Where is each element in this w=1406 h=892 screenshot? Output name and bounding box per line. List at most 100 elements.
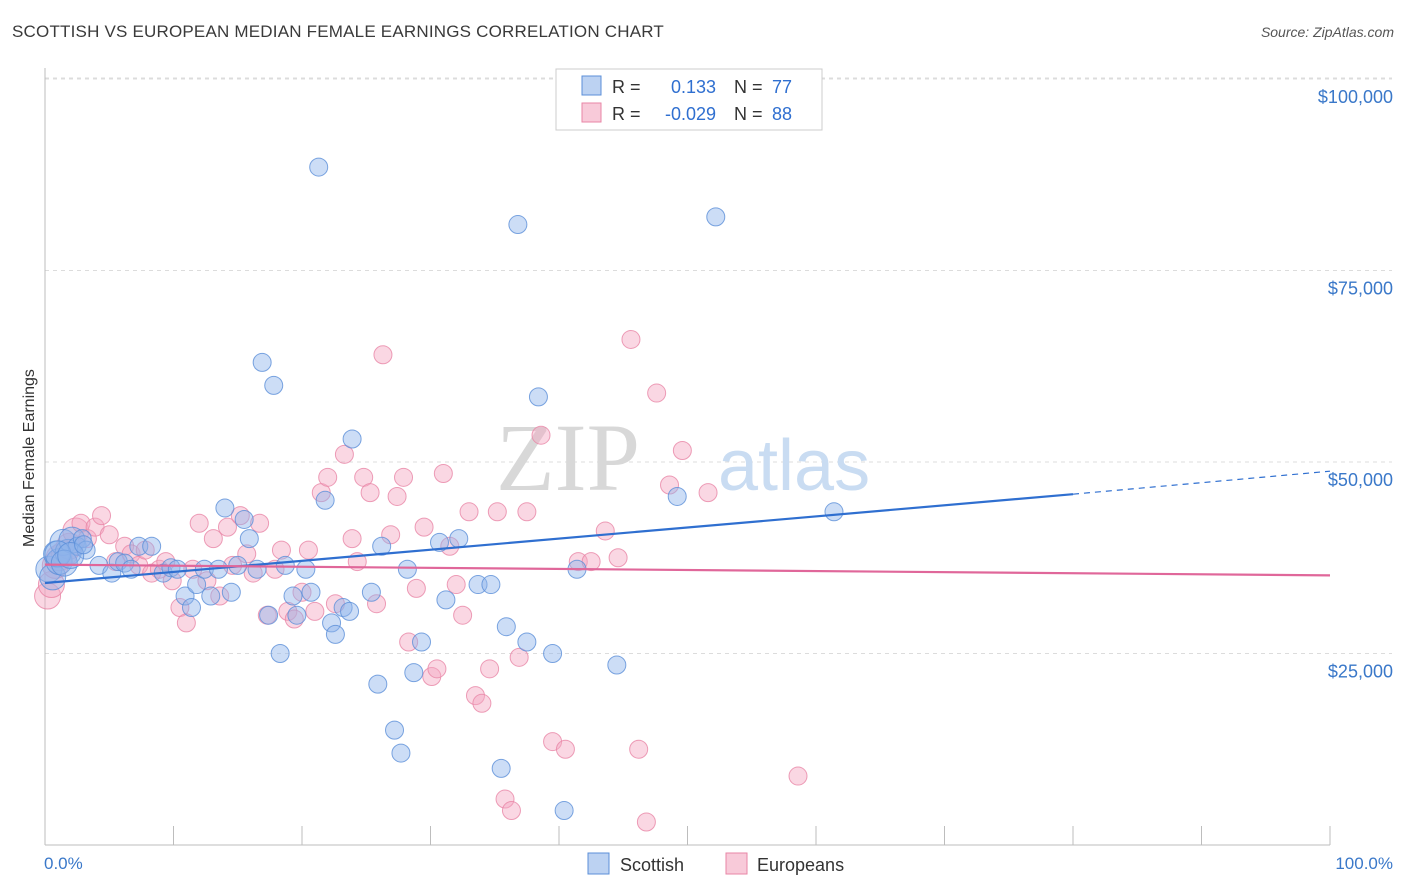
- europeans-point-60: [433, 463, 453, 483]
- scottish-point-8: [72, 529, 92, 549]
- legend-n-value-europeans: 88: [772, 104, 792, 124]
- scottish-point-66: [543, 644, 563, 663]
- y-tick-label-2: $75,000: [1328, 279, 1393, 299]
- europeans-point-54: [394, 467, 414, 487]
- scottish-point-24: [201, 586, 221, 606]
- scottish-point-53: [397, 559, 417, 579]
- europeans-point-26: [203, 529, 223, 549]
- scottish-point-27: [221, 582, 241, 602]
- europeans-point-66: [472, 693, 492, 713]
- europeans-point-87: [788, 766, 808, 786]
- y-tick-label-3: $100,000: [1318, 87, 1393, 107]
- trend-lines: [44, 470, 1331, 585]
- europeans-point-45: [334, 444, 354, 464]
- europeans-point-81: [629, 739, 649, 759]
- scottish-point-34: [264, 375, 284, 395]
- bottom-legend-label-scottish: Scottish: [620, 855, 684, 875]
- legend-swatch-europeans: [581, 102, 602, 123]
- europeans-point-25: [197, 571, 217, 591]
- scottish-point-60: [481, 575, 501, 595]
- scottish-point-55: [412, 632, 432, 652]
- scottish-point-50: [372, 536, 392, 556]
- europeans-points: [34, 329, 808, 832]
- europeans-point-83: [647, 383, 667, 403]
- scottish-point-54: [404, 663, 424, 683]
- scottish-point-26: [215, 498, 235, 518]
- europeans-point-57: [414, 517, 434, 537]
- scottish-point-32: [252, 352, 272, 372]
- legend-n-label-europeans: N =: [734, 104, 763, 124]
- europeans-point-28: [217, 517, 237, 537]
- bottom-legend-swatch-scottish: [587, 852, 610, 875]
- europeans-point-84: [660, 475, 680, 495]
- europeans-point-82: [636, 812, 656, 832]
- europeans-point-67: [480, 659, 500, 679]
- watermark-zip: ZIP: [496, 404, 640, 511]
- legend-swatch-scottish: [581, 75, 602, 96]
- scottish-point-71: [706, 207, 726, 227]
- scottish-points: [35, 157, 844, 821]
- scottish-point-64: [517, 632, 537, 652]
- correlation-legend: R = 0.133 N = 77 R = -0.029 N = 88: [555, 68, 823, 131]
- scottish-point-21: [181, 598, 201, 618]
- europeans-point-40: [298, 540, 318, 560]
- legend-r-label-scottish: R =: [612, 77, 641, 97]
- europeans-point-10: [92, 506, 112, 526]
- legend-r-value-scottish: 0.133: [671, 77, 716, 97]
- y-tick-label-1: $50,000: [1328, 470, 1393, 490]
- scottish-point-31: [247, 559, 267, 579]
- europeans-point-80: [621, 329, 641, 349]
- y-tick-label-0: $25,000: [1328, 662, 1393, 682]
- europeans-point-50: [367, 594, 387, 614]
- scottish-point-76: [74, 535, 94, 555]
- scottish-point-72: [824, 502, 844, 522]
- scottish-point-40: [301, 582, 321, 602]
- scottish-point-67: [554, 801, 574, 821]
- scottish-point-49: [368, 674, 388, 694]
- europeans-point-79: [608, 548, 628, 568]
- scottish-point-30: [239, 529, 259, 549]
- europeans-point-33: [250, 513, 270, 533]
- tick-labels: $25,000 $50,000 $75,000 $100,000 0.0% 100.0%: [44, 87, 1393, 873]
- watermark-atlas: atlas: [718, 426, 870, 506]
- europeans-point-30: [230, 506, 250, 526]
- scottish-point-42: [315, 490, 335, 510]
- scottish-point-16: [142, 536, 162, 556]
- scottish-point-9: [76, 540, 96, 560]
- scottish-point-51: [385, 720, 405, 740]
- europeans-point-78: [595, 521, 615, 541]
- europeans-point-51: [373, 345, 393, 365]
- axes: [44, 68, 1331, 846]
- scottish-point-35: [270, 644, 290, 663]
- scottish-point-57: [436, 590, 456, 610]
- legend-r-value-europeans: -0.029: [665, 104, 716, 124]
- europeans-point-59: [427, 659, 447, 679]
- legend-n-value-scottish: 77: [772, 77, 792, 97]
- legend-n-label-scottish: N =: [734, 77, 763, 97]
- scottish-point-58: [449, 529, 469, 549]
- scottish-point-22: [187, 575, 207, 595]
- scottish-point-36: [275, 555, 295, 575]
- europeans-point-69: [495, 789, 515, 809]
- europeans-point-71: [509, 647, 529, 667]
- scottish-point-47: [342, 429, 362, 449]
- europeans-point-68: [487, 502, 507, 522]
- scottish-point-48: [361, 582, 381, 602]
- legend-r-label-europeans: R =: [612, 104, 641, 124]
- source-label: Source: ZipAtlas.com: [1260, 24, 1394, 40]
- europeans-point-64: [459, 502, 479, 522]
- europeans-point-86: [698, 483, 718, 503]
- scottish-point-37: [283, 586, 303, 606]
- europeans-trend-line: [44, 563, 1331, 577]
- scottish-point-70: [667, 486, 687, 506]
- x-tick-label-1: 100.0%: [1335, 854, 1393, 873]
- scottish-point-43: [322, 613, 342, 633]
- europeans-point-53: [387, 486, 407, 506]
- europeans-point-62: [446, 575, 466, 595]
- europeans-point-72: [517, 502, 537, 522]
- europeans-point-49: [360, 483, 380, 503]
- scottish-point-61: [491, 758, 511, 778]
- scottish-point-75: [57, 541, 85, 569]
- europeans-point-22: [176, 613, 196, 633]
